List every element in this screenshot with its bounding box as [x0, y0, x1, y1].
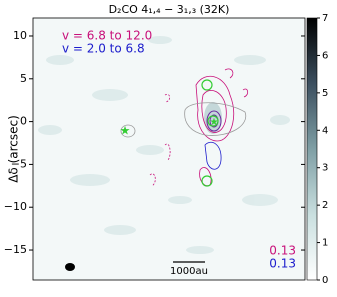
- svg-text:★: ★: [210, 117, 219, 128]
- map-image: ★ ★: [33, 18, 305, 280]
- contour-level: 0.13: [269, 244, 296, 258]
- legend-entry: v = 6.8 to 12.0: [62, 29, 152, 43]
- colorbar-tick-label: 0: [322, 275, 328, 286]
- y-axis-label: Δδ (arcsec): [7, 115, 21, 183]
- colorbar-tick-label: 3: [322, 163, 328, 174]
- y-tick-label: 10: [13, 29, 27, 42]
- y-tick-label: 0: [20, 115, 27, 128]
- y-tick-label: 5: [20, 72, 27, 85]
- colorbar-tick-label: 1: [322, 238, 328, 249]
- colorbar-tick-label: 5: [322, 88, 328, 99]
- colorbar-tick-label: 2: [322, 200, 328, 211]
- colorbar: [306, 17, 318, 281]
- legend-entry: v = 2.0 to 6.8: [62, 42, 145, 56]
- y-tick-label: −15: [4, 243, 27, 256]
- colorbar-tick-label: 4: [322, 125, 328, 136]
- colorbar-tick-label: 7: [322, 13, 328, 24]
- chart-title: D₂CO 4₁,₄ − 3₁,₃ (32K): [109, 3, 230, 16]
- scalebar-label: 1000au: [170, 266, 208, 277]
- plot-frame: [32, 17, 306, 281]
- contour-level: 0.13: [269, 257, 296, 271]
- y-tick-label: −10: [4, 200, 27, 213]
- y-tick-label: −5: [11, 157, 27, 170]
- svg-text:★: ★: [120, 124, 131, 138]
- colorbar-tick-label: 6: [322, 50, 328, 61]
